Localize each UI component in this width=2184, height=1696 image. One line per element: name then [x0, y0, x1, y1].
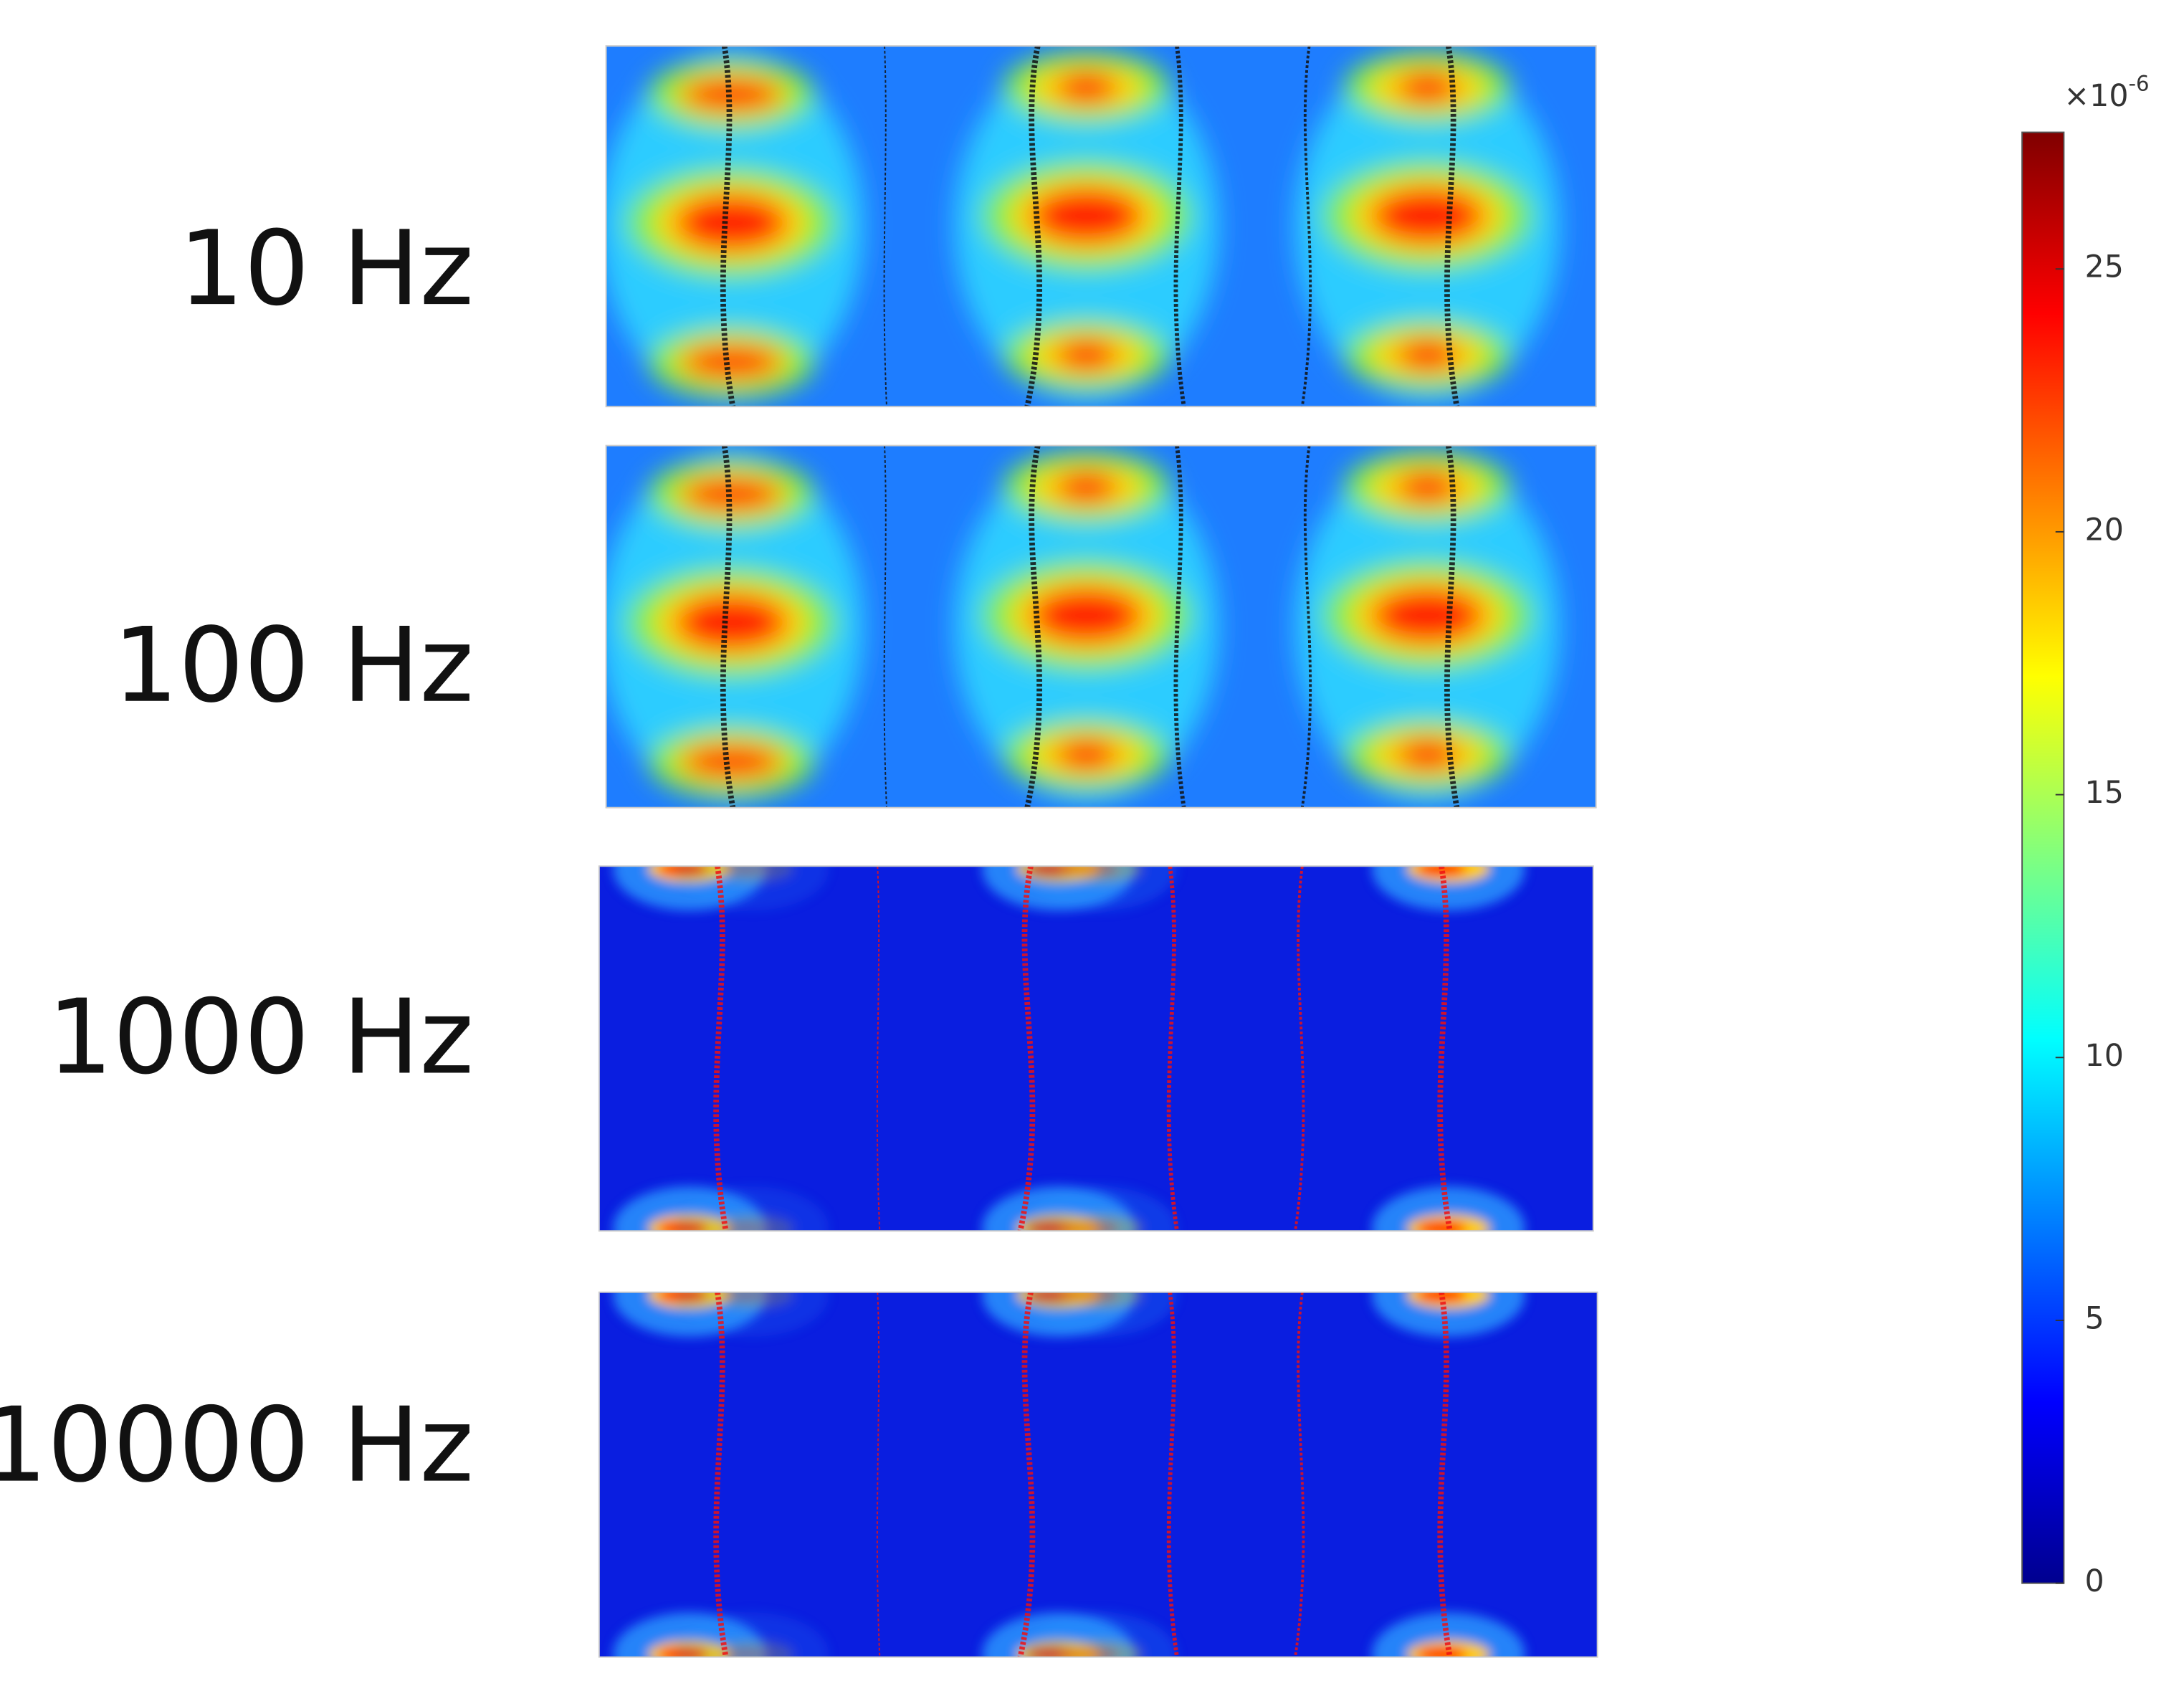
spot	[1068, 866, 1119, 876]
vector-line	[1437, 1292, 1453, 1657]
hot-spots	[606, 451, 1560, 801]
spot	[682, 746, 781, 777]
spot	[1031, 587, 1143, 644]
spot	[675, 594, 788, 651]
vector-line	[1024, 46, 1042, 407]
spot	[720, 1221, 771, 1231]
spot	[1396, 72, 1459, 103]
colorbar	[2021, 131, 2065, 1584]
vector-line	[1444, 46, 1460, 407]
vector-line	[1166, 1292, 1179, 1657]
spot	[1371, 866, 1525, 911]
vector-line	[713, 866, 729, 1231]
spot	[1055, 72, 1117, 103]
spot	[1024, 1612, 1177, 1657]
vector-line	[1300, 46, 1312, 407]
vector-line	[1437, 866, 1453, 1231]
vector-line	[883, 46, 887, 407]
heatmap-bg	[599, 1292, 1598, 1657]
spot	[1396, 739, 1459, 771]
heatmap	[599, 1292, 1598, 1657]
panel-label: 10000 Hz	[0, 1386, 474, 1505]
spot	[1024, 866, 1177, 911]
spot	[720, 866, 771, 876]
spot	[1055, 472, 1117, 503]
multiplier: ×10	[2064, 77, 2128, 113]
hot-spots	[613, 866, 1525, 1231]
panel-label: 1000 Hz	[47, 977, 474, 1097]
spot	[1396, 339, 1459, 371]
vector-line	[1294, 1292, 1305, 1657]
vector-line	[720, 445, 736, 808]
vector-line	[1024, 445, 1042, 808]
heatmap-bg	[599, 866, 1593, 1231]
spot	[1416, 1647, 1467, 1657]
spot	[675, 1292, 829, 1337]
spot	[1416, 1292, 1467, 1302]
tick-label: 15	[2085, 775, 2124, 811]
panel-label: 100 Hz	[113, 606, 474, 725]
spot	[1371, 1292, 1525, 1337]
spot	[720, 1647, 771, 1657]
tick-label: 20	[2085, 512, 2124, 548]
vector-line	[1173, 46, 1186, 407]
heatmap	[606, 46, 1596, 407]
vector-line	[1173, 445, 1186, 808]
tick-label: 25	[2085, 249, 2124, 285]
spot	[675, 1612, 829, 1657]
vector-line	[720, 46, 736, 407]
vector-line	[876, 866, 881, 1231]
hot-spots	[606, 51, 1560, 401]
tick-label: 10	[2085, 1038, 2124, 1074]
spot	[1371, 188, 1484, 244]
spot	[1055, 339, 1117, 371]
spot	[682, 346, 781, 378]
spot	[1416, 1221, 1467, 1231]
spot	[1055, 739, 1117, 771]
vector-line	[713, 1292, 729, 1657]
tick-label: 0	[2085, 1563, 2104, 1599]
panel-frame	[598, 865, 1594, 1232]
colorbar-multiplier: ×10-6	[2064, 71, 2149, 113]
spot	[1024, 1186, 1177, 1231]
spot	[1031, 188, 1143, 244]
vector-line	[1300, 445, 1312, 808]
panel-label: 10 Hz	[178, 209, 474, 328]
vector-line	[1166, 866, 1179, 1231]
vector-line	[1017, 866, 1036, 1231]
spot	[675, 194, 788, 251]
panel-frame	[605, 444, 1597, 809]
hot-spots	[613, 1292, 1525, 1657]
tick-label: 5	[2085, 1300, 2104, 1336]
spot	[1068, 1292, 1119, 1302]
vector-line	[1294, 866, 1305, 1231]
vector-line	[883, 445, 887, 808]
vector-line	[876, 1292, 881, 1657]
spot	[1416, 866, 1467, 876]
spot	[1068, 1221, 1119, 1231]
spot	[1068, 1647, 1119, 1657]
spot	[1396, 472, 1459, 503]
spot	[720, 1292, 771, 1302]
vector-line	[1017, 1292, 1036, 1657]
spot	[1024, 1292, 1177, 1337]
spot	[675, 866, 829, 911]
heatmap	[606, 445, 1596, 808]
heatmap	[599, 866, 1593, 1231]
spot	[675, 1186, 829, 1231]
panel-frame	[598, 1291, 1598, 1658]
spot	[1371, 587, 1484, 644]
vector-line	[1444, 445, 1460, 808]
exponent: -6	[2129, 71, 2150, 95]
panel-frame	[605, 45, 1597, 408]
